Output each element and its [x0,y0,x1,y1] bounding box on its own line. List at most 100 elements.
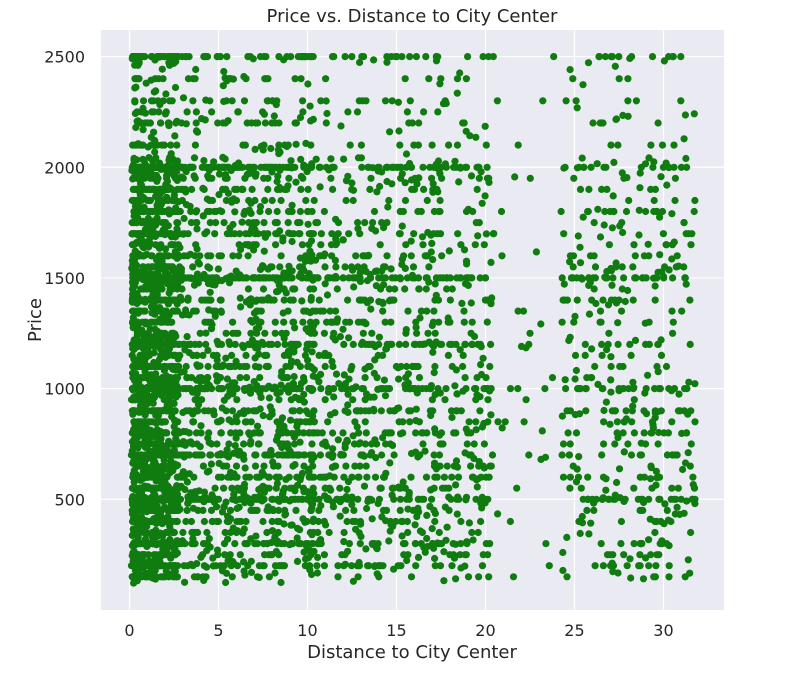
scatter-point [301,351,309,359]
data-points [127,53,699,587]
scatter-point [628,53,636,61]
scatter-point [231,208,239,216]
scatter-point [558,318,566,326]
scatter-point [664,429,673,437]
scatter-point [147,303,155,311]
scatter-point [448,562,456,570]
scatter-point [356,462,364,470]
scatter-point [261,329,269,337]
scatter-point [229,220,237,229]
scatter-point [322,119,330,127]
scatter-point [519,307,528,315]
scatter-point [339,429,347,437]
scatter-point [222,578,230,587]
scatter-point [485,573,493,581]
scatter-point [624,440,632,448]
scatter-point [470,440,478,448]
scatter-point [277,252,285,260]
scatter-point [179,94,188,102]
scatter-point [434,108,442,116]
scatter-point [190,172,198,180]
scatter-point [611,491,619,499]
scatter-point [402,374,410,382]
scatter-point [261,196,269,205]
scatter-point [636,184,644,192]
scatter-point [268,527,276,535]
scatter-point [430,369,438,377]
scatter-point [157,263,165,271]
scatter-point [677,163,686,171]
scatter-point [275,396,283,404]
scatter-point [291,163,299,171]
scatter-point [180,453,188,461]
scatter-point [671,174,680,182]
scatter-point [370,393,378,401]
scatter-point [483,163,491,171]
scatter-point [173,141,181,149]
scatter-point [566,258,574,266]
scatter-point [308,440,316,448]
scatter-point [349,396,357,404]
scatter-point [448,285,456,293]
scatter-point [305,473,313,481]
scatter-point [402,150,411,158]
scatter-point [340,340,348,348]
scatter-point [289,318,297,326]
scatter-point [131,97,139,105]
scatter-point [185,407,193,415]
scatter-point [422,285,430,293]
scatter-point [525,451,533,459]
scatter-point [167,230,175,238]
scatter-point [220,484,228,492]
scatter-point [181,578,189,586]
scatter-point [279,237,287,245]
scatter-point [423,196,431,205]
scatter-point [410,340,418,348]
scatter-point [250,274,258,282]
scatter-point [660,272,668,281]
scatter-point [243,274,251,282]
scatter-point [314,528,322,537]
scatter-point [324,418,332,426]
scatter-point [344,408,352,416]
scatter-point [448,413,456,421]
scatter-point [682,154,690,163]
scatter-point [292,178,300,186]
scatter-point [501,418,509,426]
scatter-point [614,319,622,327]
scatter-point [138,296,146,304]
scatter-point [650,274,658,282]
scatter-point [405,119,413,127]
scatter-point [459,351,467,359]
scatter-point [307,495,315,503]
scatter-point [144,263,152,271]
scatter-point [323,109,331,118]
scatter-point [244,285,252,293]
scatter-point [139,155,147,163]
scatter-point [428,321,436,330]
scatter-point [259,285,268,293]
scatter-point [647,475,655,483]
scatter-point [199,462,207,470]
scatter-point [130,484,138,492]
scatter-point [357,532,365,541]
scatter-point [345,274,353,282]
scatter-point [572,97,580,105]
scatter-point [452,575,460,583]
scatter-point [158,538,166,546]
scatter-point [210,158,218,166]
scatter-point [223,446,231,454]
scatter-point [193,274,201,282]
scatter-point [353,108,362,116]
scatter-point [282,510,290,518]
scatter-point [409,263,418,271]
scatter-point [236,230,244,238]
scatter-point [304,465,312,473]
scatter-point [429,185,437,193]
scatter-point [190,307,198,315]
scatter-point [211,230,219,238]
scatter-point [354,495,362,503]
scatter-point [456,346,464,354]
scatter-point [312,155,320,163]
scatter-point [396,495,405,503]
